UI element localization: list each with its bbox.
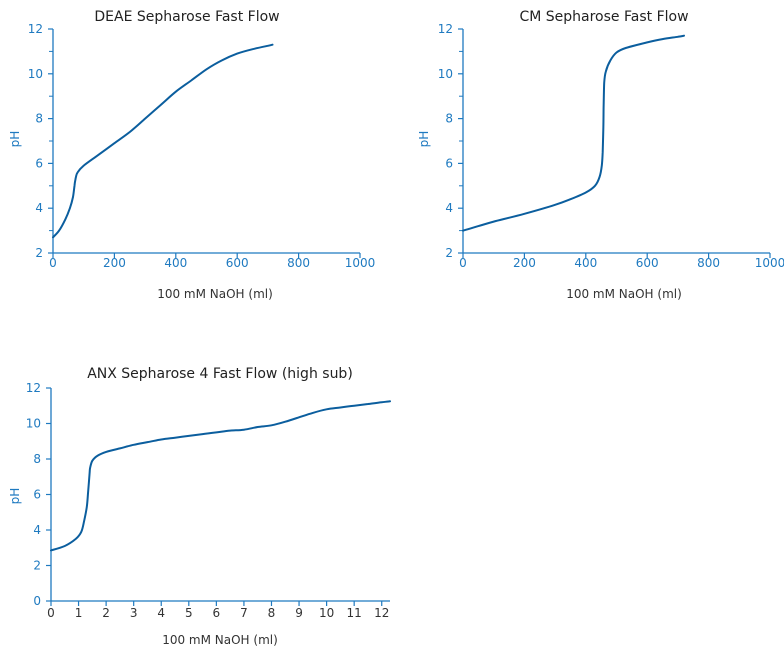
chart-curve — [462, 34, 685, 232]
x-tick-label: 8 — [268, 606, 276, 620]
x-axis-label: 100 mM NaOH (ml) — [162, 633, 278, 647]
x-tick-label: 1000 — [755, 256, 784, 270]
x-tick-label: 5 — [185, 606, 193, 620]
x-tick-label: 600 — [226, 256, 249, 270]
x-tick-label: 800 — [287, 256, 310, 270]
x-tick-label: 11 — [347, 606, 362, 620]
x-axis-label: 100 mM NaOH (ml) — [566, 287, 682, 301]
y-axis-label: pH — [8, 131, 22, 148]
x-tick-label: 2 — [102, 606, 110, 620]
x-tick-label: 200 — [103, 256, 126, 270]
y-tick-label: 4 — [33, 523, 41, 537]
x-tick-label: 0 — [47, 606, 55, 620]
y-tick-label: 4 — [35, 201, 43, 215]
chart-title: ANX Sepharose 4 Fast Flow (high sub) — [87, 366, 353, 382]
chart-anx: ANX Sepharose 4 Fast Flow (high sub) pH … — [8, 366, 391, 647]
x-tick-label: 0 — [49, 256, 57, 270]
y-tick-label: 4 — [445, 201, 453, 215]
x-tick-label: 7 — [240, 606, 248, 620]
y-tick-label: 10 — [26, 417, 41, 431]
y-tick-label: 8 — [35, 112, 43, 126]
chart-title: DEAE Sepharose Fast Flow — [94, 9, 279, 25]
y-tick-label: 6 — [33, 488, 41, 502]
x-tick-label: 3 — [130, 606, 138, 620]
x-axis-label: 100 mM NaOH (ml) — [157, 287, 273, 301]
y-tick-label: 8 — [33, 452, 41, 466]
y-axis-label: pH — [417, 131, 431, 148]
chart-deae: DEAE Sepharose Fast Flow pH 100 mM NaOH … — [8, 9, 375, 301]
x-tick-label: 1000 — [345, 256, 376, 270]
x-tick-label: 9 — [295, 606, 303, 620]
x-tick-label: 800 — [697, 256, 720, 270]
x-tick-label: 600 — [636, 256, 659, 270]
y-tick-label: 6 — [35, 156, 43, 170]
x-tick-label: 400 — [164, 256, 187, 270]
y-tick-label: 12 — [438, 22, 453, 36]
y-tick-label: 10 — [28, 67, 43, 81]
titration-curve-line — [50, 400, 391, 552]
y-tick-label: 2 — [445, 246, 453, 260]
y-tick-label: 2 — [33, 559, 41, 573]
chart-axes: 0 200 400 600 800 1000 2 4 6 8 10 12 — [28, 22, 376, 270]
y-axis-label: pH — [8, 488, 22, 505]
x-tick-label: 400 — [574, 256, 597, 270]
x-tick-label: 200 — [513, 256, 536, 270]
x-tick-label: 1 — [75, 606, 83, 620]
y-tick-label: 0 — [33, 594, 41, 608]
x-tick-label: 4 — [157, 606, 165, 620]
chart-axes: 0 200 400 600 800 1000 2 4 6 8 10 12 — [438, 22, 784, 270]
y-tick-label: 8 — [445, 112, 453, 126]
y-tick-label: 12 — [26, 381, 41, 395]
titration-curve-line — [462, 34, 685, 232]
chart-title: CM Sepharose Fast Flow — [519, 9, 688, 25]
chart-curve — [50, 400, 391, 552]
y-tick-label: 2 — [35, 246, 43, 260]
y-tick-label: 10 — [438, 67, 453, 81]
chart-cm: CM Sepharose Fast Flow pH 100 mM NaOH (m… — [417, 9, 784, 301]
x-tick-label: 10 — [319, 606, 334, 620]
y-tick-label: 6 — [445, 156, 453, 170]
x-tick-label: 6 — [213, 606, 221, 620]
chart-curve — [52, 43, 274, 239]
titration-curve-line — [52, 43, 274, 239]
x-tick-label: 12 — [374, 606, 389, 620]
y-tick-label: 12 — [28, 22, 43, 36]
x-tick-label: 0 — [459, 256, 467, 270]
